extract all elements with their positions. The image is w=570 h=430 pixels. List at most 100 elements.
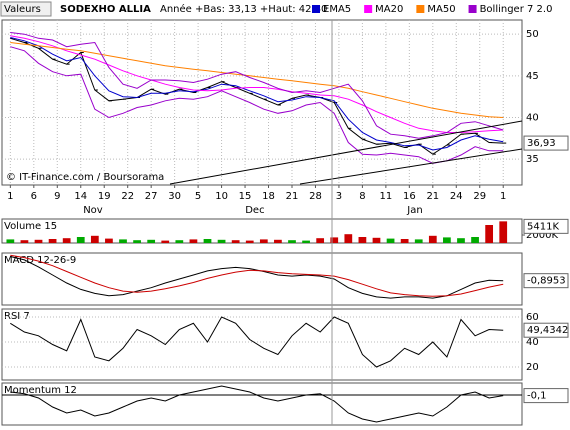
value-label: -0,8953 [527,276,566,287]
volume-bar [20,240,29,243]
series-line [10,254,504,297]
y-tick-label: 40 [526,113,539,124]
bollinger-upper [10,32,504,139]
volume-bar [90,235,99,243]
volume-bar [428,235,437,243]
volume-bar [62,238,71,243]
value-box [523,218,569,234]
panel-title: MACD 12-26-9 [4,255,76,266]
series-line [10,385,504,423]
panel-title: RSI 7 [4,311,30,322]
value-label: 5411K [527,221,559,232]
legend-swatch [416,5,425,13]
volume-bar [400,239,409,243]
volume-bar [175,240,184,243]
x-tick-label: 21 [286,191,299,202]
volume-bar [443,237,451,243]
volume-bar [119,239,127,243]
x-tick-label: 15 [239,191,252,202]
x-tick-label: 18 [262,191,275,202]
volume-bar [274,239,282,243]
trend-line [169,120,523,185]
value-label: -0,1 [527,391,547,402]
source: © IT-Finance.com / Boursorama [6,172,164,183]
volume-bar [457,238,465,243]
series-line [10,316,504,368]
x-tick-label: 29 [473,191,486,202]
series-line [10,35,504,133]
volume-bar [161,240,170,243]
value-box [523,135,569,151]
x-tick-label: 22 [121,191,134,202]
x-tick-label: 5 [195,191,201,202]
x-tick-label: 16 [403,191,416,202]
volume-bar [105,238,113,243]
value-label: 49,4342 [527,325,568,336]
legend-swatch [364,5,373,13]
value-label: 36,93 [527,138,556,149]
volume-bar [245,240,254,243]
x-tick-label: 1 [500,191,506,202]
volume-bar [231,240,240,243]
month-label: Nov [83,205,103,216]
bollinger-lower [10,46,504,164]
volume-bar [217,239,226,243]
legend-label: Bollinger 7 2.0 [480,4,553,15]
legend-label: EMA5 [323,4,351,15]
volume-bar [330,237,339,243]
x-tick-label: 6 [31,191,37,202]
selector-box[interactable] [0,1,52,17]
trend-line [299,148,523,185]
volume-bar [302,240,310,243]
legend-label: MA20 [375,4,403,15]
value-box [523,388,569,404]
legend-label: MA50 [427,4,455,15]
panel-title: Volume 15 [4,221,57,232]
x-tick-label: 14 [74,191,87,202]
volume-bar [6,239,15,243]
month-label: Jan [406,205,422,216]
x-tick-label: 21 [426,191,439,202]
chart-subtitle: Année +Bas: 33,13 +Haut: 42,80 [160,3,327,15]
series-line [10,42,504,118]
x-tick-label: 19 [98,191,111,202]
volume-bar [147,239,156,243]
volume-bar [189,239,198,243]
y-tick-label: 35 [526,154,539,165]
x-tick-label: 3 [336,191,342,202]
x-tick-label: 10 [215,191,228,202]
x-tick-label: 28 [309,191,322,202]
y-tick-label: 20 [526,362,539,373]
x-tick-label: 8 [359,191,365,202]
volume-bar [76,237,85,243]
selector[interactable]: Valeurs [4,4,41,15]
chart-title: SODEXHO ALLIA [60,4,151,15]
volume-bar [386,238,395,243]
volume-bar [203,239,212,243]
volume-bar [499,221,508,243]
y-tick-label: 45 [526,71,539,82]
volume-bar [372,237,381,243]
x-tick-label: 11 [380,191,393,202]
value-box [523,322,569,338]
y-tick-label: 60 [526,312,539,323]
volume-bar [358,237,367,243]
y-tick-label: 2000K [526,230,558,241]
x-tick-label: 30 [168,191,181,202]
volume-bar [34,239,43,243]
series-line [10,37,504,151]
volume-bar [471,237,479,243]
volume-bar [344,234,353,243]
x-tick-label: 24 [450,191,463,202]
volume-bar [414,239,423,243]
volume-bar [316,238,325,243]
x-tick-label: 9 [54,191,60,202]
month-label: Dec [245,205,264,216]
value-box [523,273,569,289]
x-tick-label: 1 [7,191,13,202]
volume-bar [133,240,141,243]
y-tick-label: 40 [526,337,539,348]
x-tick-label: 27 [145,191,158,202]
